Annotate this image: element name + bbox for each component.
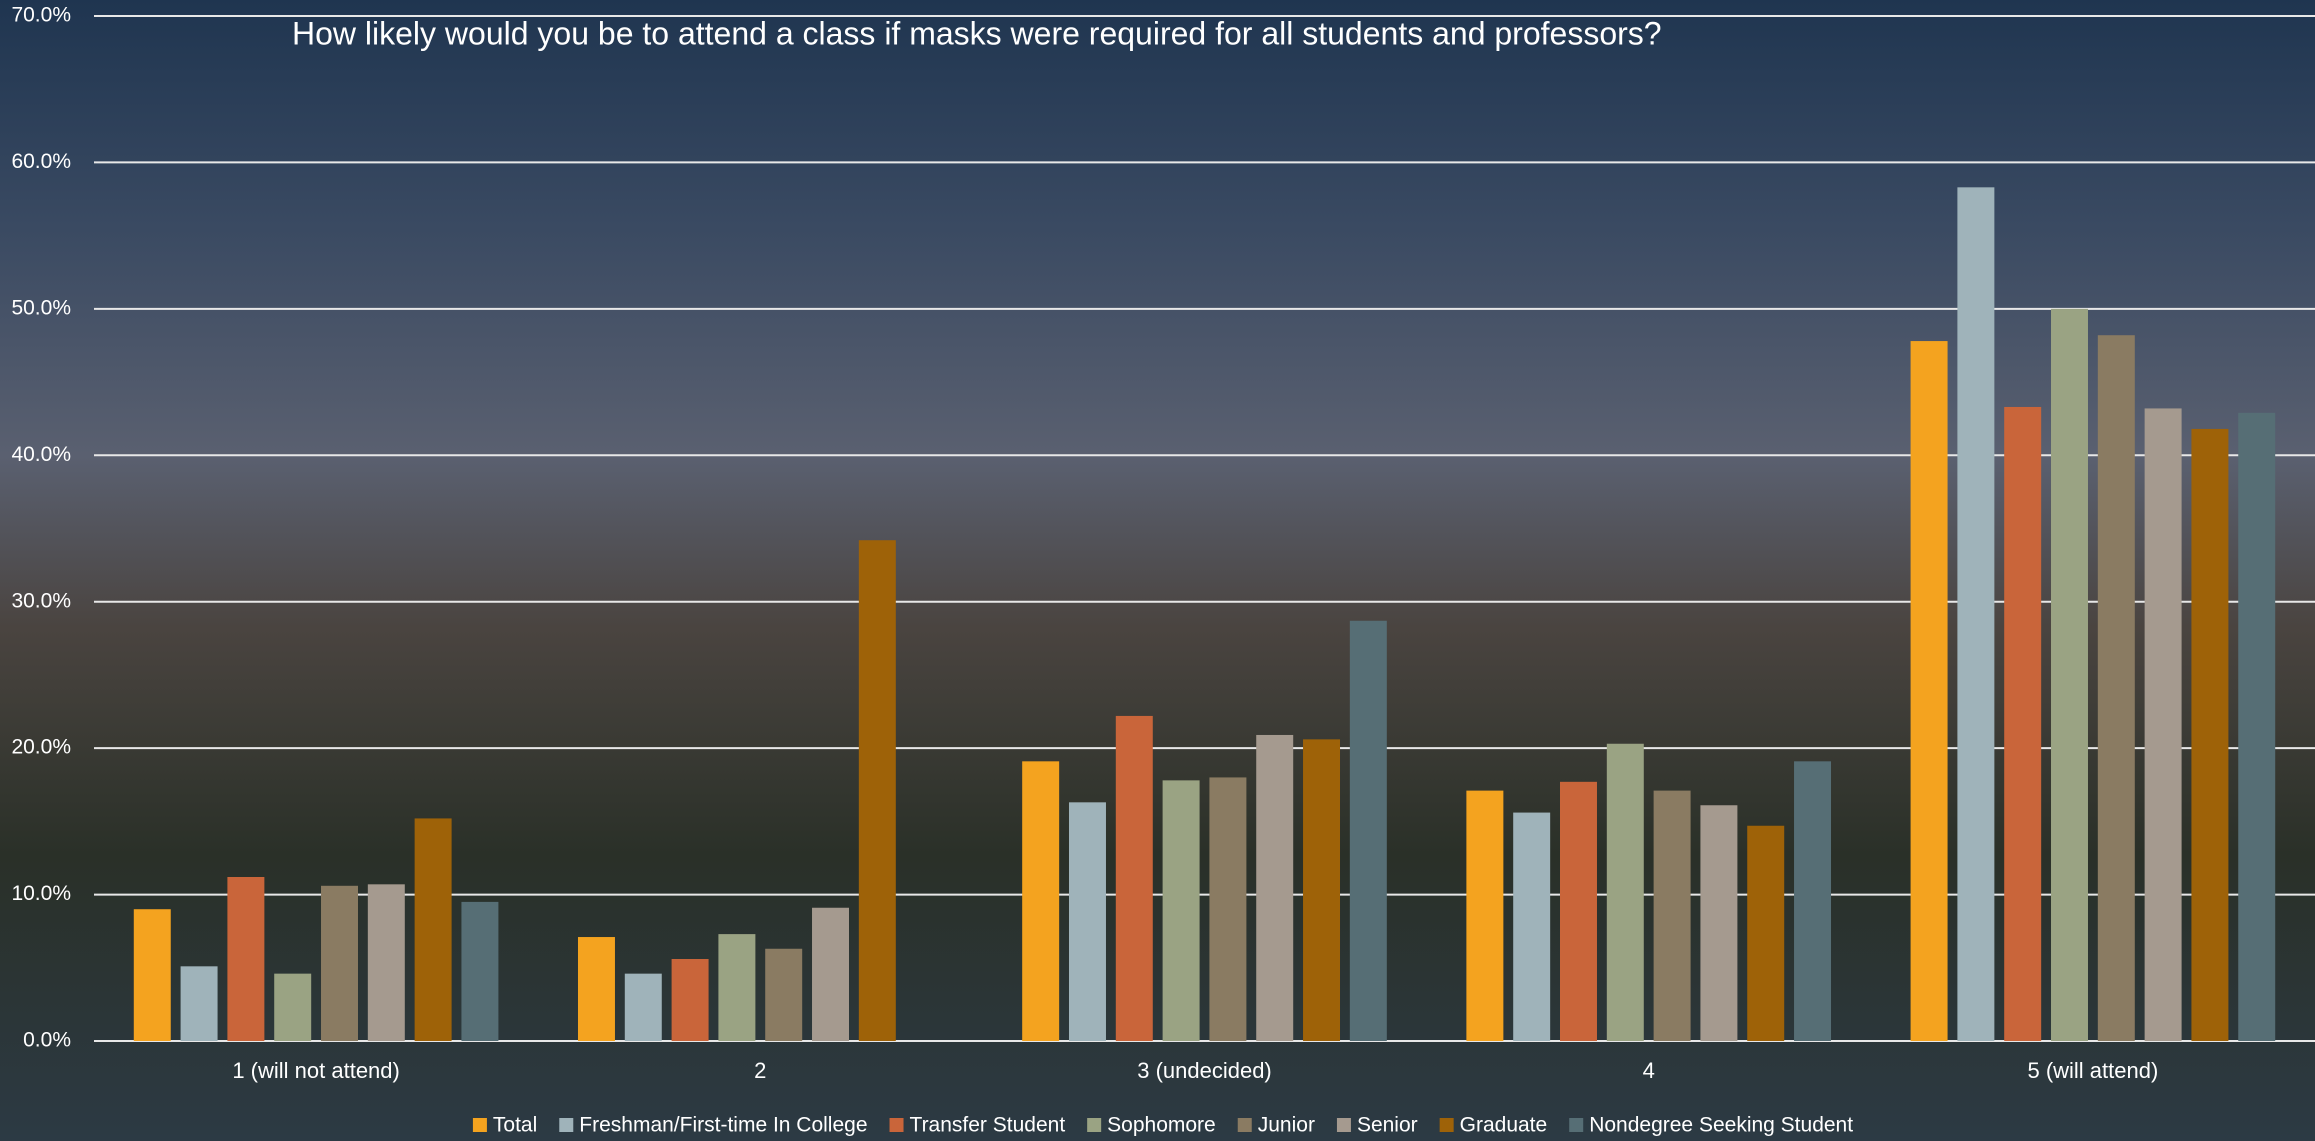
bar (1560, 782, 1597, 1041)
x-tick-label: 3 (undecided) (1137, 1058, 1272, 1083)
bar (578, 937, 615, 1041)
y-tick-label: 20.0% (11, 736, 71, 759)
legend-label: Transfer Student (910, 1114, 1066, 1137)
bar (274, 974, 311, 1041)
legend-label: Sophomore (1107, 1114, 1216, 1137)
bar (765, 949, 802, 1041)
bar (227, 877, 264, 1041)
bar (1747, 826, 1784, 1041)
bar (1163, 780, 1200, 1041)
chart-title: How likely would you be to attend a clas… (292, 15, 1662, 51)
bar (812, 908, 849, 1041)
y-tick-label: 10.0% (11, 882, 71, 905)
bar (1957, 187, 1994, 1041)
legend-label: Nondegree Seeking Student (1589, 1114, 1853, 1137)
legend-label: Graduate (1460, 1114, 1548, 1137)
y-tick-label: 0.0% (23, 1029, 71, 1052)
legend-label: Junior (1258, 1114, 1315, 1137)
page: {"chart_data": {"type": "bar", "title": … (0, 0, 2315, 1141)
legend-swatch (559, 1118, 573, 1132)
bar (2098, 335, 2135, 1041)
bar (134, 909, 171, 1041)
bar (718, 934, 755, 1041)
bar (181, 966, 218, 1041)
bar (2051, 309, 2088, 1041)
bar (1466, 791, 1503, 1041)
legend-swatch (1440, 1118, 1454, 1132)
legend-label: Freshman/First-time In College (579, 1114, 867, 1137)
legend-swatch (1569, 1118, 1583, 1132)
legend-swatch (1238, 1118, 1252, 1132)
y-tick-label: 30.0% (11, 589, 71, 612)
bar (1256, 735, 1293, 1041)
bar (1654, 791, 1691, 1041)
bar (2238, 413, 2275, 1041)
bar (1116, 716, 1153, 1041)
legend-swatch (1337, 1118, 1351, 1132)
y-tick-label: 50.0% (11, 296, 71, 319)
bar (1022, 761, 1059, 1041)
legend-swatch (890, 1118, 904, 1132)
chart: How likely would you be to attend a clas… (0, 0, 2315, 1141)
bar (1513, 813, 1550, 1041)
bar (1911, 341, 1948, 1041)
legend-label: Total (493, 1114, 537, 1137)
bar (368, 884, 405, 1041)
y-tick-label: 70.0% (11, 4, 71, 27)
bar (2191, 429, 2228, 1041)
x-tick-label: 2 (754, 1058, 766, 1083)
bar (2004, 407, 2041, 1041)
bar (1209, 777, 1246, 1041)
bar (2145, 408, 2182, 1041)
bar (859, 540, 896, 1041)
bar (672, 959, 709, 1041)
bar (321, 886, 358, 1041)
bar (461, 902, 498, 1041)
y-tick-label: 40.0% (11, 443, 71, 466)
bar (415, 818, 452, 1041)
legend-swatch (473, 1118, 487, 1132)
y-tick-label: 60.0% (11, 150, 71, 173)
x-tick-label: 5 (will attend) (2027, 1058, 2158, 1083)
bar (1700, 805, 1737, 1041)
bar (1794, 761, 1831, 1041)
legend-label: Senior (1357, 1114, 1418, 1137)
x-tick-label: 4 (1643, 1058, 1655, 1083)
bar (1350, 621, 1387, 1041)
x-tick-label: 1 (will not attend) (232, 1058, 400, 1083)
bar (1303, 739, 1340, 1041)
bar (625, 974, 662, 1041)
bar (1069, 802, 1106, 1041)
legend-swatch (1087, 1118, 1101, 1132)
bar (1607, 744, 1644, 1041)
